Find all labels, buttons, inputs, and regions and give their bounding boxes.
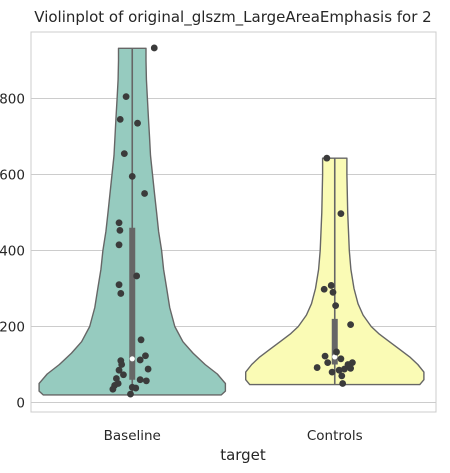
x-tick-labels: Baseline Controls	[104, 428, 363, 444]
data-point	[335, 366, 343, 374]
data-point	[324, 359, 332, 366]
data-point	[328, 368, 336, 376]
data-point	[120, 371, 127, 379]
data-point	[109, 385, 117, 393]
data-point	[115, 241, 123, 249]
data-point	[333, 348, 340, 356]
data-point	[115, 366, 123, 374]
y-tick-label: 0	[16, 396, 25, 412]
data-point	[115, 281, 123, 289]
chart-title: Violinplot of original_glszm_LargeAreaEm…	[34, 8, 431, 27]
data-point	[337, 355, 345, 363]
data-point	[150, 44, 158, 52]
y-tick-label: 200	[0, 320, 25, 336]
data-point	[120, 150, 128, 158]
data-point	[329, 288, 337, 296]
data-point	[327, 282, 335, 289]
data-point	[116, 116, 124, 123]
data-point	[142, 377, 150, 385]
data-point	[137, 336, 145, 344]
data-point	[136, 376, 144, 384]
data-point	[127, 390, 134, 398]
data-point	[134, 119, 141, 127]
plot-frame	[30, 31, 437, 413]
data-point	[142, 352, 149, 360]
data-point	[128, 173, 136, 180]
data-point	[118, 361, 126, 368]
data-point	[141, 190, 148, 197]
inner-boxes	[129, 48, 338, 395]
data-point	[341, 365, 348, 373]
y-tick-label: 400	[0, 244, 25, 260]
data-point	[320, 285, 328, 293]
data-point	[337, 210, 345, 218]
data-point	[321, 352, 329, 360]
x-tick-label: Baseline	[104, 428, 161, 444]
x-tick-label: Controls	[307, 428, 363, 444]
data-point	[136, 356, 144, 364]
data-point	[115, 219, 123, 227]
data-point	[347, 321, 355, 328]
median-marker	[129, 356, 135, 362]
data-point	[133, 272, 141, 280]
data-point	[132, 384, 140, 392]
y-tick-labels: 0 200 400 600 800	[0, 92, 25, 412]
y-tick-label: 600	[0, 168, 25, 184]
data-point	[323, 154, 331, 162]
strip-points	[109, 44, 356, 398]
y-tick-label: 800	[0, 92, 25, 108]
data-point	[144, 365, 152, 373]
median-marker	[332, 354, 338, 360]
x-axis-label: target	[220, 446, 266, 464]
data-point	[339, 380, 347, 387]
data-point	[116, 226, 124, 234]
data-point	[338, 372, 346, 380]
data-point	[313, 364, 321, 371]
data-point	[122, 93, 130, 100]
data-point	[332, 302, 340, 309]
data-point	[117, 290, 125, 297]
data-point	[347, 364, 355, 372]
